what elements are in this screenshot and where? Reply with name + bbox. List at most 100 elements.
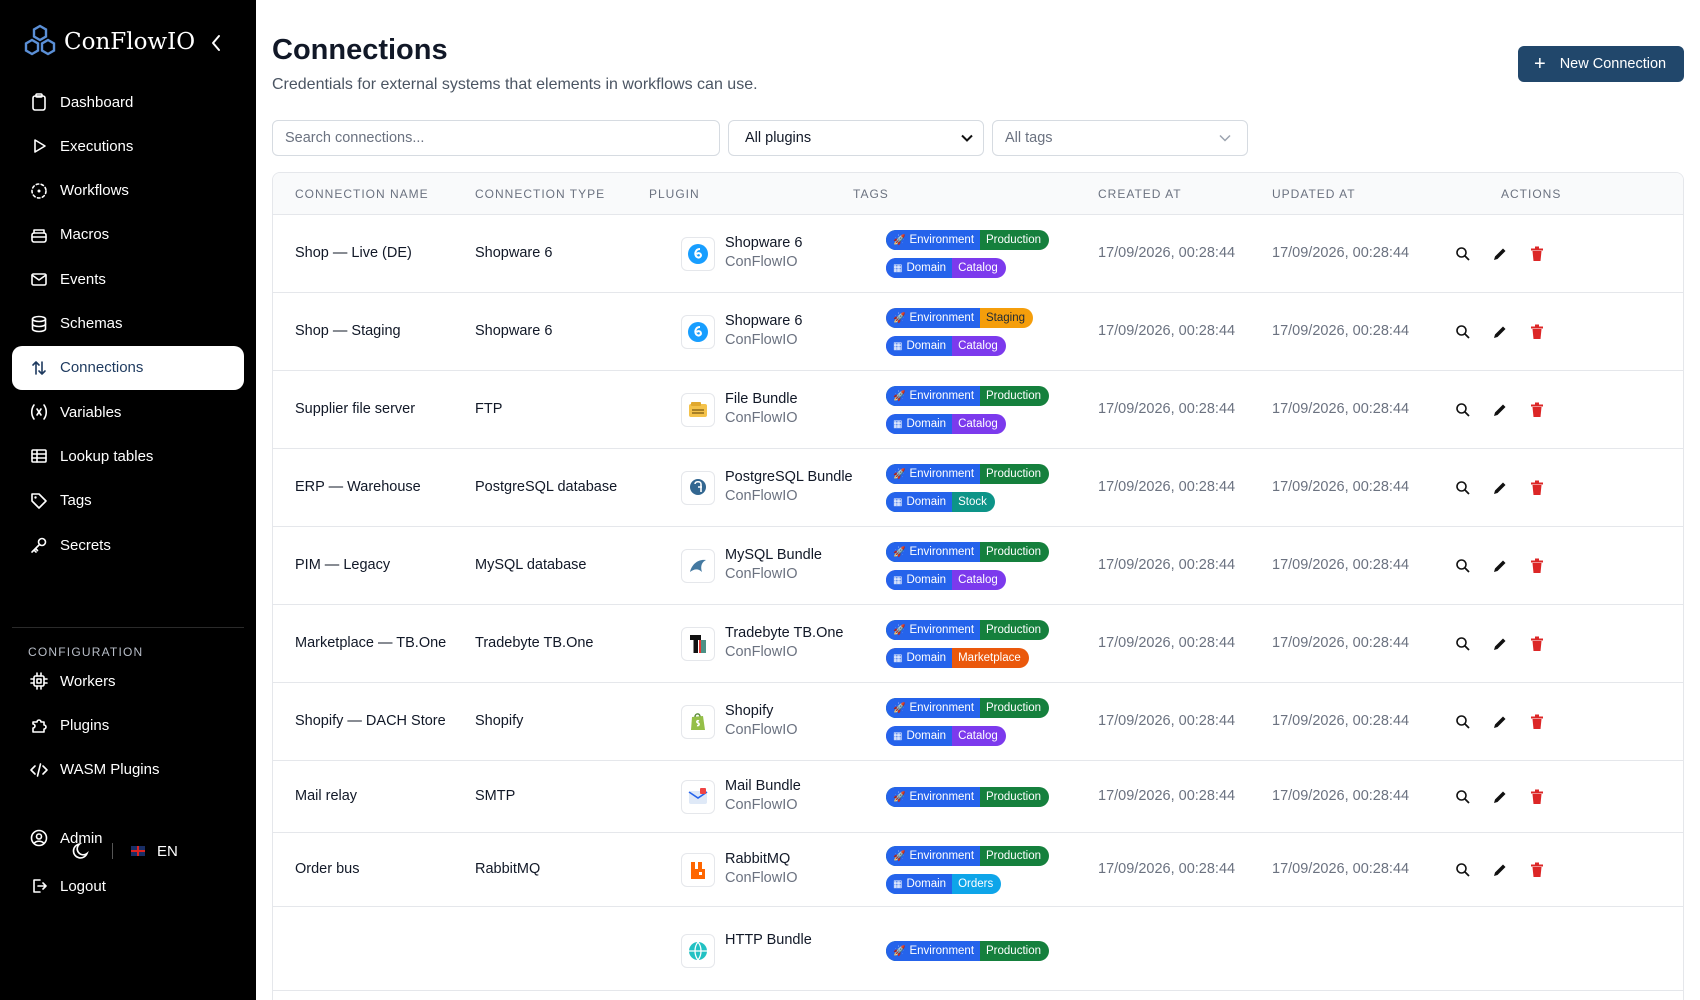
collapse-sidebar-button[interactable] bbox=[206, 32, 226, 54]
edit-icon[interactable] bbox=[1489, 859, 1511, 881]
tag-key-label: Domain bbox=[906, 652, 947, 664]
view-icon[interactable] bbox=[1452, 399, 1474, 421]
delete-icon[interactable] bbox=[1526, 477, 1548, 499]
table-row[interactable]: ERP — Warehouse PostgreSQL database Postgr… bbox=[273, 449, 1683, 527]
new-connection-button[interactable]: + New Connection bbox=[1518, 46, 1684, 82]
sidebar-item-schemas[interactable]: Schemas bbox=[12, 302, 244, 346]
sidebar-item-dashboard[interactable]: Dashboard bbox=[12, 80, 244, 124]
view-icon[interactable] bbox=[1452, 477, 1474, 499]
delete-icon[interactable] bbox=[1526, 711, 1548, 733]
chevron-down-icon bbox=[961, 134, 973, 142]
delete-icon[interactable] bbox=[1526, 321, 1548, 343]
table-row[interactable]: Shop — Live (DE) Shopware 6 Shopware 6 ConF… bbox=[273, 215, 1683, 293]
sidebar-item-label: Connections bbox=[60, 359, 144, 377]
created-at: 17/09/2026, 00:28:44 bbox=[1098, 557, 1236, 573]
table-row[interactable]: Shop — Staging Shopware 6 Shopware 6 ConFlo… bbox=[273, 293, 1683, 371]
shopware-icon bbox=[681, 237, 715, 271]
sidebar-item-workflows[interactable]: Workflows bbox=[12, 169, 244, 213]
brand[interactable]: ConFlowIO bbox=[22, 22, 195, 62]
sidebar-item-lookup-tables[interactable]: Lookup tables bbox=[12, 434, 244, 478]
view-icon[interactable] bbox=[1452, 859, 1474, 881]
sidebar-item-label: Tags bbox=[60, 492, 92, 510]
view-icon[interactable] bbox=[1452, 555, 1474, 577]
table-row[interactable]: Order bus RabbitMQ RabbitMQ ConFlowIO 🚀 Envir… bbox=[273, 833, 1683, 907]
sidebar-item-variables[interactable]: Variables bbox=[12, 390, 244, 434]
rocket-icon: 🚀 bbox=[893, 468, 906, 480]
view-icon[interactable] bbox=[1452, 786, 1474, 808]
plugin-vendor: ConFlowIO bbox=[725, 644, 798, 660]
moon-icon[interactable] bbox=[72, 841, 92, 861]
tag-key-label: Domain bbox=[906, 418, 947, 430]
sidebar-divider bbox=[12, 627, 244, 628]
table-row[interactable]: Supplier file server FTP File Bundle ConFlo… bbox=[273, 371, 1683, 449]
tags-filter-select[interactable]: All tags bbox=[992, 120, 1248, 156]
delete-icon[interactable] bbox=[1526, 859, 1548, 881]
column-header: TAGS bbox=[853, 187, 889, 201]
edit-icon[interactable] bbox=[1489, 399, 1511, 421]
search-input[interactable] bbox=[272, 120, 720, 156]
plugin-vendor: ConFlowIO bbox=[725, 410, 798, 426]
delete-icon[interactable] bbox=[1526, 555, 1548, 577]
shopware-icon bbox=[681, 315, 715, 349]
sidebar-item-workers[interactable]: Workers bbox=[12, 659, 244, 703]
edit-icon[interactable] bbox=[1489, 555, 1511, 577]
code-icon bbox=[28, 759, 50, 781]
edit-icon[interactable] bbox=[1489, 786, 1511, 808]
tag-key-label: Domain bbox=[906, 340, 947, 352]
table-row[interactable]: PIM — Legacy MySQL database MySQL Bundle Co… bbox=[273, 527, 1683, 605]
tag-value: Production bbox=[986, 390, 1041, 402]
view-icon[interactable] bbox=[1452, 633, 1474, 655]
rocket-icon: 🚀 bbox=[893, 702, 906, 714]
tag-value: Production bbox=[986, 702, 1041, 714]
sidebar-item-label: Logout bbox=[60, 877, 106, 895]
rocket-icon: 🚀 bbox=[893, 312, 906, 324]
created-at: 17/09/2026, 00:28:44 bbox=[1098, 401, 1236, 417]
edit-icon[interactable] bbox=[1489, 243, 1511, 265]
plugin-filter-select[interactable]: All plugins bbox=[728, 120, 984, 156]
edit-icon[interactable] bbox=[1489, 633, 1511, 655]
sidebar-item-wasm-plugins[interactable]: WASM Plugins bbox=[12, 748, 244, 792]
rocket-icon: 🚀 bbox=[893, 850, 906, 862]
tag-key-label: Environment bbox=[909, 546, 975, 558]
edit-icon[interactable] bbox=[1489, 477, 1511, 499]
table-row[interactable]: Marketplace — TB.One Tradebyte TB.One Trad… bbox=[273, 605, 1683, 683]
tag-value: Production bbox=[986, 546, 1041, 558]
domain-icon: ▦ bbox=[893, 878, 903, 890]
table-row[interactable]: HTTP Bundle 🚀 Environment Production bbox=[273, 911, 1683, 991]
tag-key: 🚀 Environment bbox=[886, 787, 981, 807]
delete-icon[interactable] bbox=[1526, 399, 1548, 421]
edit-icon[interactable] bbox=[1489, 711, 1511, 733]
table-row[interactable]: Mail relay SMTP Mail Bundle ConFlowIO 🚀 Envir… bbox=[273, 761, 1683, 833]
sidebar-item-connections[interactable]: Connections bbox=[12, 345, 244, 390]
created-at: 17/09/2026, 00:28:44 bbox=[1098, 788, 1236, 804]
column-header: CONNECTION NAME bbox=[295, 187, 429, 201]
sidebar-item-admin[interactable]: Admin bbox=[12, 816, 244, 860]
tag-value: Orders bbox=[958, 878, 994, 890]
delete-icon[interactable] bbox=[1526, 633, 1548, 655]
sidebar-item-macros[interactable]: Macros bbox=[12, 213, 244, 257]
sidebar-item-plugins[interactable]: Plugins bbox=[12, 703, 244, 747]
sidebar-item-executions[interactable]: Executions bbox=[12, 124, 244, 168]
view-icon[interactable] bbox=[1452, 711, 1474, 733]
sidebar-item-events[interactable]: Events bbox=[12, 257, 244, 301]
new-connection-label: New Connection bbox=[1559, 56, 1667, 72]
tag-badge: 🚀 Environment Production bbox=[886, 386, 1049, 406]
sidebar-item-tags[interactable]: Tags bbox=[12, 479, 244, 523]
plugin-name: Shopify bbox=[725, 703, 774, 719]
edit-icon[interactable] bbox=[1489, 321, 1511, 343]
tag-key-label: Domain bbox=[906, 496, 947, 508]
language-selector[interactable]: EN bbox=[157, 842, 178, 860]
sidebar-item-logout[interactable]: Logout bbox=[12, 864, 244, 908]
plugin-vendor: ConFlowIO bbox=[725, 566, 798, 582]
table-row[interactable]: Shopify — DACH Store Shopify Shopify ConFlo… bbox=[273, 683, 1683, 761]
delete-icon[interactable] bbox=[1526, 243, 1548, 265]
view-icon[interactable] bbox=[1452, 321, 1474, 343]
delete-icon[interactable] bbox=[1526, 786, 1548, 808]
tag-badge: ▦ Domain Stock bbox=[886, 492, 995, 512]
column-header: UPDATED AT bbox=[1272, 187, 1356, 201]
tag-key: 🚀 Environment bbox=[886, 941, 981, 961]
sidebar-item-label: WASM Plugins bbox=[60, 761, 160, 779]
sidebar-item-secrets[interactable]: Secrets bbox=[12, 523, 244, 567]
domain-icon: ▦ bbox=[893, 574, 903, 586]
view-icon[interactable] bbox=[1452, 243, 1474, 265]
